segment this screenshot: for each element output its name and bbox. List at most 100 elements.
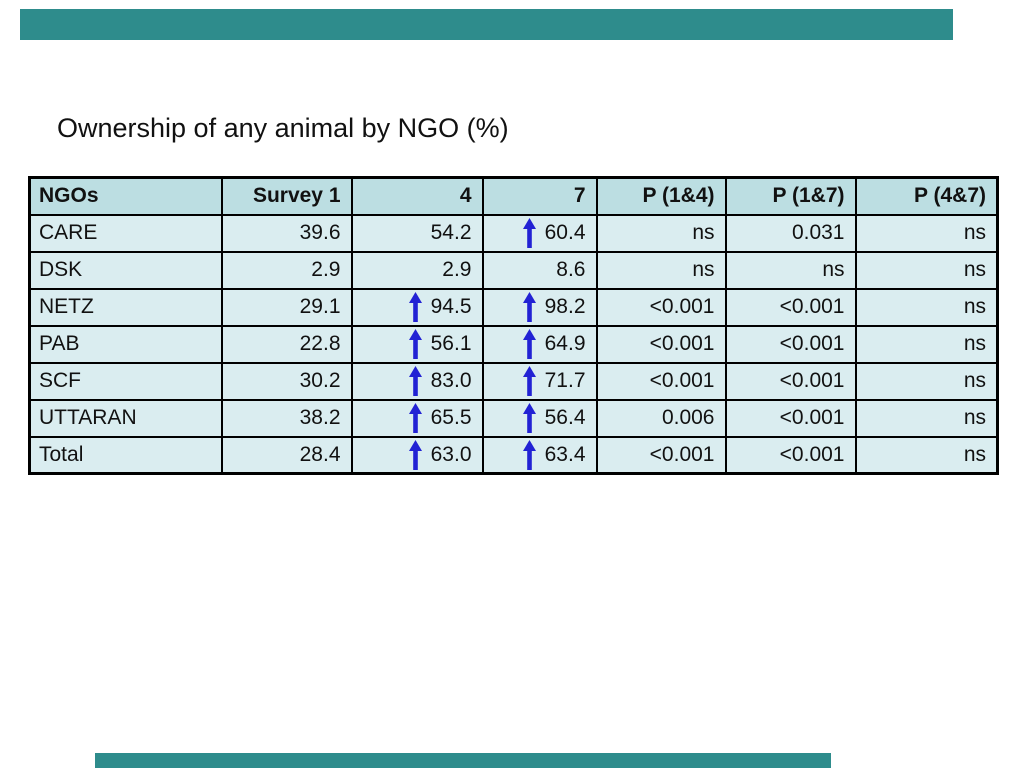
value-cell: 94.5 — [350, 287, 484, 327]
value-cell: 0.031 — [724, 213, 857, 253]
value-cell-content: ns — [867, 406, 986, 430]
cell-value: ns — [963, 369, 986, 392]
value-cell: 54.2 — [350, 213, 484, 253]
cell-value: 22.8 — [299, 332, 341, 355]
value-cell: 0.006 — [595, 398, 727, 438]
cell-value: ns — [963, 295, 986, 318]
value-cell-content: 94.5 — [363, 292, 472, 322]
column-header-survey7: 7 — [481, 176, 598, 216]
table-row: PAB 22.8 56.1 64.9 <0.001 <0.001 ns — [28, 324, 999, 364]
value-cell: ns — [854, 250, 999, 290]
cell-value: 30.2 — [299, 369, 341, 392]
value-cell: 63.0 — [350, 435, 484, 475]
table-body: CARE 39.6 54.2 60.4 ns 0.031 ns DSK 2.9 2.9 8.6 ns n… — [28, 213, 999, 475]
value-cell: ns — [595, 250, 727, 290]
cell-value: 0.031 — [791, 221, 845, 244]
table-row: SCF 30.2 83.0 71.7 <0.001 <0.001 ns — [28, 361, 999, 401]
ngo-ownership-table-wrap: NGOs Survey 1 4 7 P (1&4) P (1&7) P (4&7… — [28, 176, 999, 475]
value-cell: ns — [854, 324, 999, 364]
ngo-name-cell: DSK — [28, 250, 223, 290]
cell-value: 83.0 — [430, 369, 472, 392]
value-cell: ns — [595, 213, 727, 253]
value-cell-content: <0.001 — [737, 295, 845, 319]
column-header-survey1: Survey 1 — [220, 176, 353, 216]
increase-arrow-icon — [522, 292, 537, 322]
value-cell-content: 30.2 — [233, 369, 341, 393]
value-cell: <0.001 — [724, 287, 857, 327]
value-cell-content: <0.001 — [608, 369, 715, 393]
increase-arrow-icon — [522, 366, 537, 396]
column-header-survey4: 4 — [350, 176, 484, 216]
increase-arrow-icon — [522, 218, 537, 248]
increase-arrow-icon — [522, 329, 537, 359]
value-cell-content: 71.7 — [494, 366, 586, 396]
value-cell-content: ns — [867, 443, 986, 467]
table-row: NETZ 29.1 94.5 98.2 <0.001 <0.001 ns — [28, 287, 999, 327]
value-cell: 98.2 — [481, 287, 598, 327]
value-cell: 65.5 — [350, 398, 484, 438]
value-cell-content: 98.2 — [494, 292, 586, 322]
value-cell-content: ns — [737, 258, 844, 282]
cell-value: <0.001 — [649, 295, 715, 318]
cell-value: <0.001 — [649, 369, 715, 392]
value-cell: 8.6 — [481, 250, 598, 290]
value-cell: 64.9 — [481, 324, 598, 364]
value-cell: ns — [854, 287, 999, 327]
increase-arrow-icon — [408, 439, 423, 470]
cell-value: <0.001 — [779, 369, 845, 392]
bottom-accent-bar — [95, 753, 831, 768]
ngo-name-cell: CARE — [28, 213, 223, 253]
value-cell-content: <0.001 — [737, 332, 845, 356]
value-cell: <0.001 — [724, 435, 857, 475]
value-cell: 60.4 — [481, 213, 598, 253]
cell-value: <0.001 — [649, 332, 715, 355]
cell-value: 56.4 — [544, 406, 586, 429]
value-cell: 63.4 — [481, 435, 598, 475]
value-cell-content: 2.9 — [363, 258, 471, 282]
value-cell-content: 22.8 — [233, 332, 341, 356]
value-cell-content: 39.6 — [233, 221, 341, 245]
value-cell-content: 0.031 — [737, 221, 845, 245]
cell-value: 63.4 — [544, 442, 586, 466]
value-cell: 56.1 — [350, 324, 484, 364]
value-cell-content: 2.9 — [233, 258, 341, 282]
value-cell-content: 64.9 — [494, 329, 586, 359]
top-accent-bar — [20, 9, 953, 40]
value-cell: <0.001 — [724, 398, 857, 438]
table-row: CARE 39.6 54.2 60.4 ns 0.031 ns — [28, 213, 999, 253]
value-cell: ns — [854, 398, 999, 438]
value-cell: 2.9 — [220, 250, 353, 290]
value-cell-content: 29.1 — [233, 295, 341, 319]
value-cell: ns — [854, 213, 999, 253]
value-cell: ns — [724, 250, 857, 290]
value-cell: 38.2 — [220, 398, 353, 438]
column-header-p4and7: P (4&7) — [854, 176, 999, 216]
column-header-p1and4: P (1&4) — [595, 176, 727, 216]
ngo-name-cell: SCF — [28, 361, 223, 401]
cell-value: 71.7 — [544, 369, 586, 392]
increase-arrow-icon — [522, 439, 537, 470]
cell-value: 94.5 — [430, 295, 472, 318]
value-cell-content: 56.4 — [494, 403, 586, 433]
cell-value: ns — [692, 221, 715, 244]
value-cell-content: 65.5 — [363, 403, 472, 433]
value-cell: <0.001 — [595, 324, 727, 364]
cell-value: <0.001 — [779, 406, 845, 429]
value-cell-content: ns — [867, 295, 986, 319]
value-cell: <0.001 — [595, 435, 727, 475]
cell-value: <0.001 — [779, 332, 845, 355]
cell-value: 2.9 — [311, 258, 341, 281]
table-row: Total 28.4 63.0 63.4 <0.001 <0.001 ns — [28, 435, 999, 475]
value-cell-content: ns — [608, 221, 715, 245]
increase-arrow-icon — [408, 403, 423, 433]
column-header-p1and7: P (1&7) — [724, 176, 857, 216]
value-cell-content: ns — [867, 221, 986, 245]
cell-value: 54.2 — [430, 221, 472, 244]
value-cell-content: <0.001 — [737, 369, 845, 393]
cell-value: 29.1 — [299, 295, 341, 318]
value-cell-content: <0.001 — [608, 295, 715, 319]
cell-value: 64.9 — [544, 332, 586, 355]
value-cell: <0.001 — [724, 324, 857, 364]
column-header-ngos: NGOs — [28, 176, 223, 216]
value-cell: 83.0 — [350, 361, 484, 401]
